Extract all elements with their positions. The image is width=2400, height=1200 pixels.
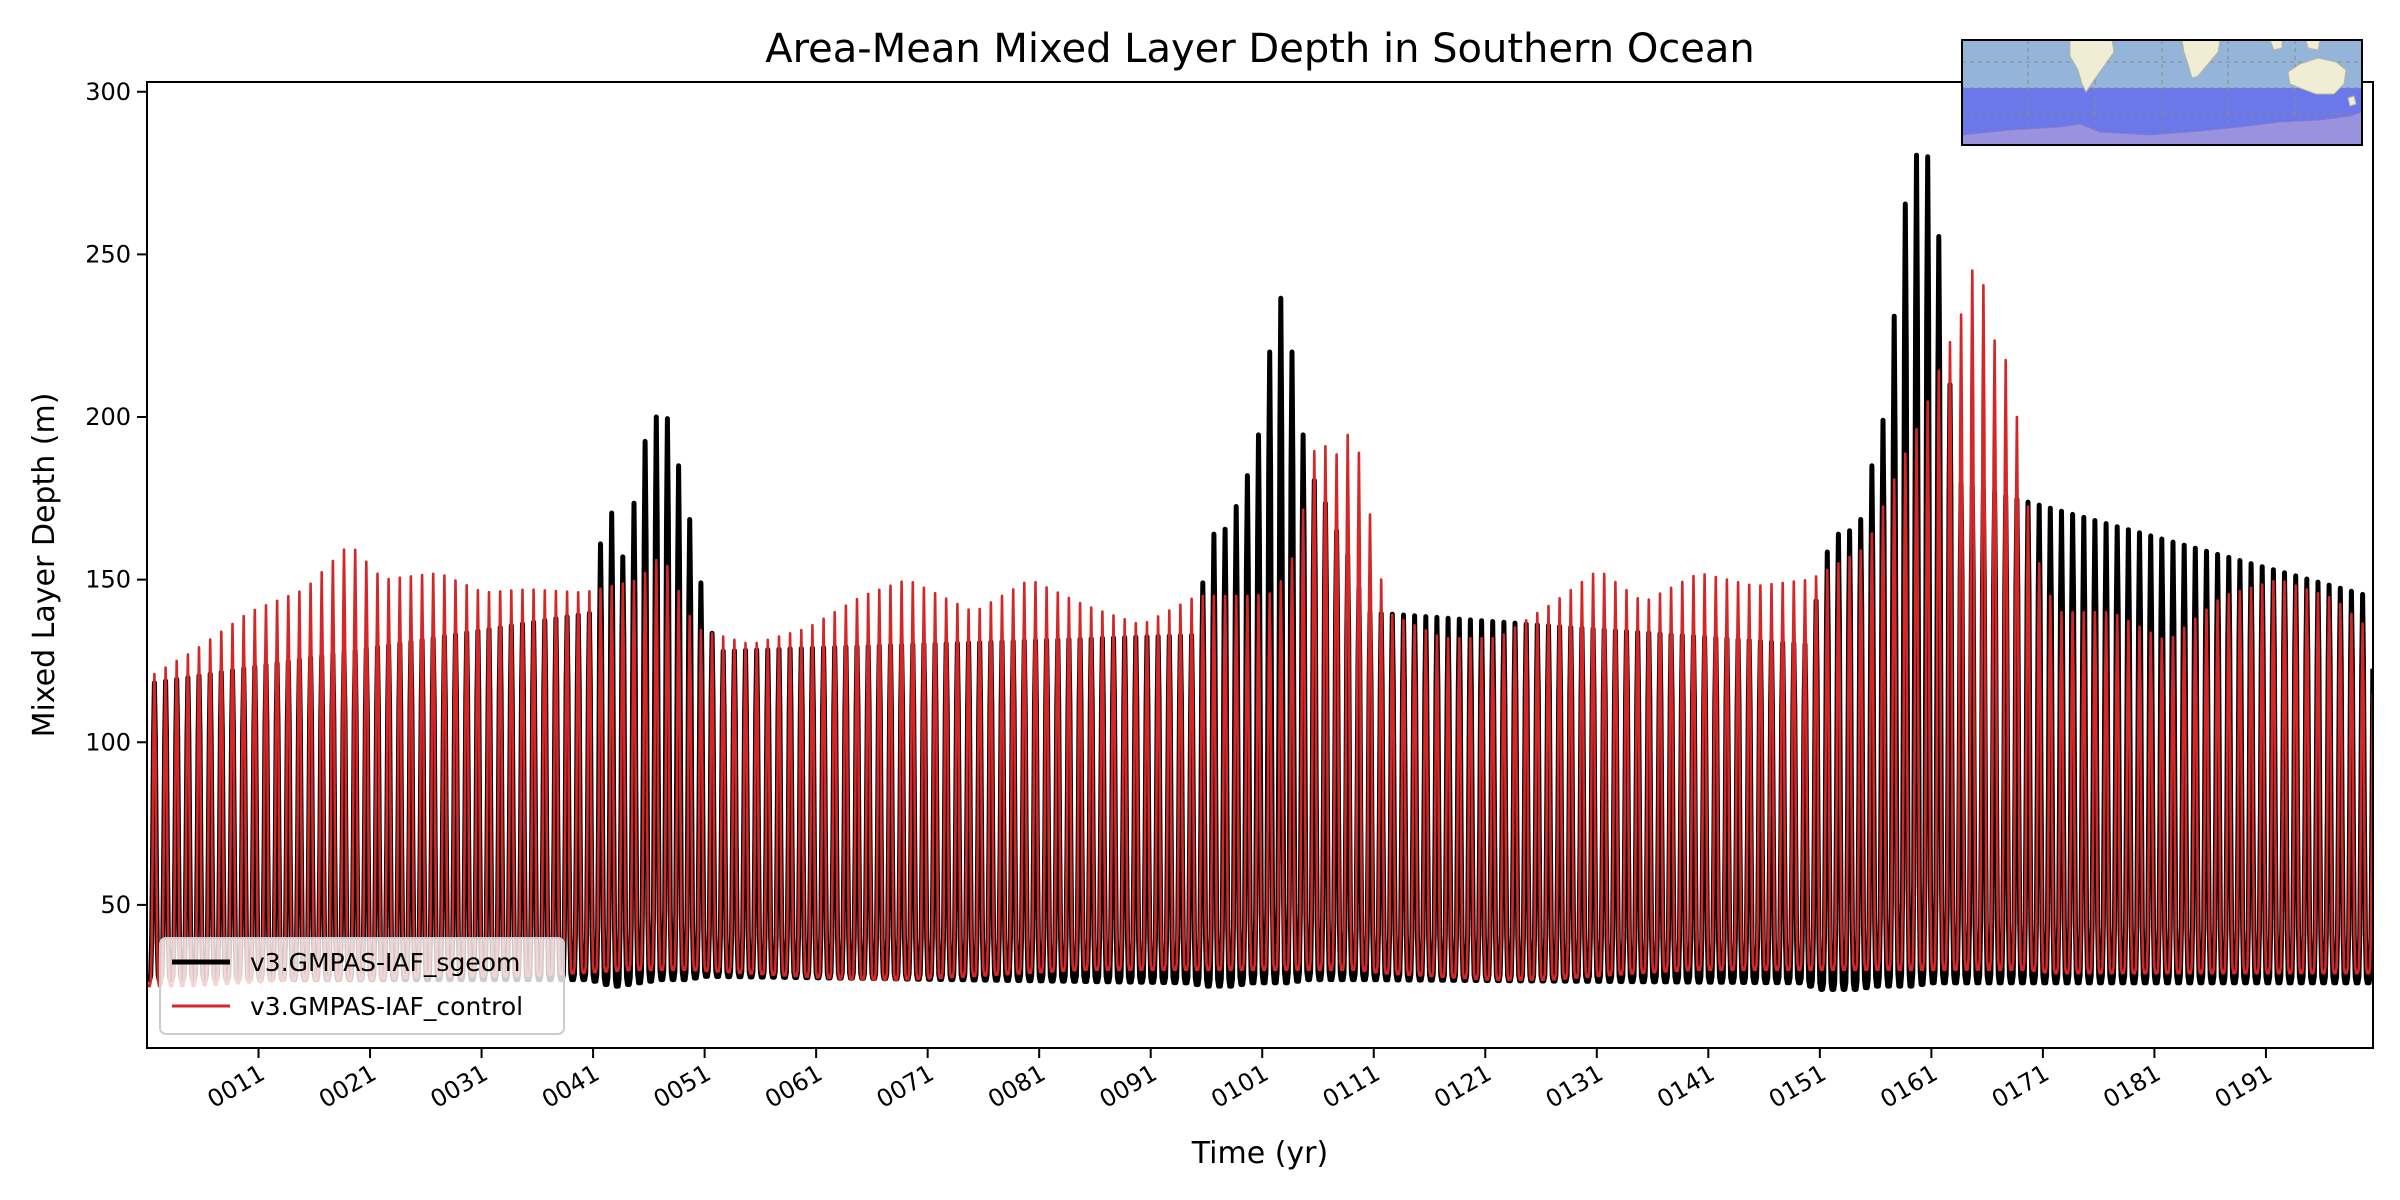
y-tick-label: 300: [85, 78, 131, 106]
y-axis: 50 100 150 200 250 300: [85, 78, 147, 919]
inset-map-frame: [1961, 39, 2363, 146]
x-axis-label: Time (yr): [1191, 1136, 1328, 1171]
legend: v3.GMPAS-IAF_sgeom v3.GMPAS-IAF_control: [159, 937, 565, 1035]
y-tick-label: 100: [85, 728, 131, 756]
inset-map-land: [2069, 39, 2357, 107]
legend-label-control: v3.GMPAS-IAF_control: [250, 992, 523, 1021]
y-tick-label: 200: [85, 403, 131, 431]
legend-label-sgeom: v3.GMPAS-IAF_sgeom: [250, 948, 520, 977]
y-tick-label: 150: [85, 566, 131, 594]
y-axis-label: Mixed Layer Depth (m): [27, 393, 62, 738]
chart-title: Area-Mean Mixed Layer Depth in Southern …: [765, 26, 1755, 72]
inset-map: [1961, 39, 2363, 146]
y-tick-label: 50: [100, 891, 131, 919]
y-tick-label: 250: [85, 240, 131, 268]
legend-box: [159, 937, 565, 1035]
plot-frame: [146, 81, 2374, 1049]
